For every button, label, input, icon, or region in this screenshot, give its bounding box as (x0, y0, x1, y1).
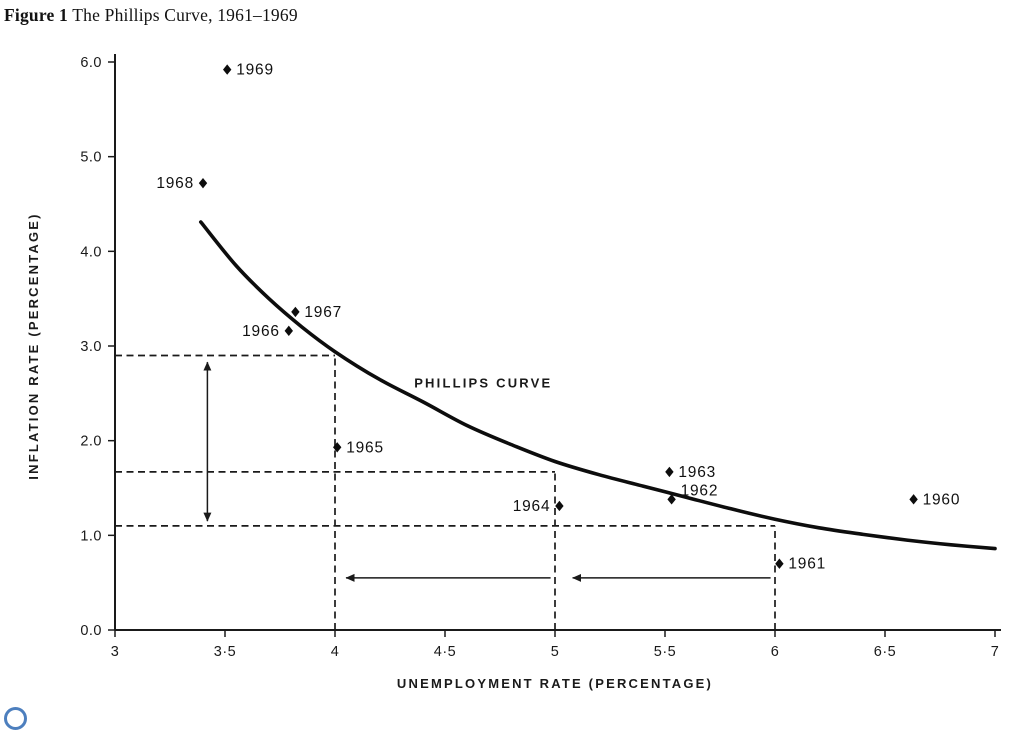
curve-label: PHILLIPS CURVE (414, 376, 552, 391)
y-tick-label: 2.0 (80, 434, 102, 450)
data-point-1968 (198, 177, 208, 189)
data-point-1964 (555, 500, 564, 512)
data-point-label-1965: 1965 (346, 439, 384, 456)
figure-caption: The Phillips Curve, 1961–1969 (72, 5, 298, 25)
data-point-1969 (223, 64, 232, 75)
x-tick-label: 4 (331, 644, 340, 660)
y-tick-label: 5.0 (80, 150, 102, 166)
x-axis-title: UNEMPLOYMENT RATE (PERCENTAGE) (397, 676, 713, 691)
data-point-1963 (665, 466, 674, 478)
figure-number: Figure 1 (4, 5, 68, 25)
x-tick-label: 4·5 (434, 644, 456, 660)
y-tick-label: 0.0 (80, 623, 102, 639)
y-tick-label: 6.0 (80, 55, 102, 71)
data-point-1961 (775, 558, 784, 569)
x-tick-label: 6 (771, 644, 780, 660)
data-point-1962 (667, 494, 676, 505)
data-point-label-1964: 1964 (513, 498, 551, 515)
data-point-label-1963: 1963 (678, 464, 716, 481)
data-point-label-1962: 1962 (681, 482, 719, 499)
data-point-label-1969: 1969 (236, 62, 274, 79)
data-point-label-1966: 1966 (242, 323, 280, 340)
y-tick-label: 4.0 (80, 244, 102, 260)
data-point-1967 (291, 306, 300, 318)
x-tick-label: 5·5 (654, 644, 676, 660)
data-point-label-1961: 1961 (788, 556, 826, 573)
figure-title: Figure 1 The Phillips Curve, 1961–1969 (4, 5, 298, 26)
data-point-1965 (333, 442, 342, 453)
x-tick-label: 3 (111, 644, 120, 660)
x-tick-label: 3·5 (214, 644, 236, 660)
data-point-label-1967: 1967 (304, 304, 342, 321)
cropped-logo-icon (4, 707, 27, 730)
data-point-label-1960: 1960 (923, 491, 961, 508)
data-point-1966 (284, 325, 293, 337)
y-tick-label: 1.0 (80, 528, 102, 544)
data-point-label-1968: 1968 (156, 175, 194, 192)
phillips-curve-line (199, 220, 997, 551)
y-axis-title: INFLATION RATE (PERCENTAGE) (26, 212, 41, 479)
x-tick-label: 7 (991, 644, 1000, 660)
y-tick-label: 3.0 (80, 339, 102, 355)
x-tick-label: 6·5 (874, 644, 896, 660)
x-tick-label: 5 (551, 644, 560, 660)
data-point-1960 (909, 494, 918, 505)
